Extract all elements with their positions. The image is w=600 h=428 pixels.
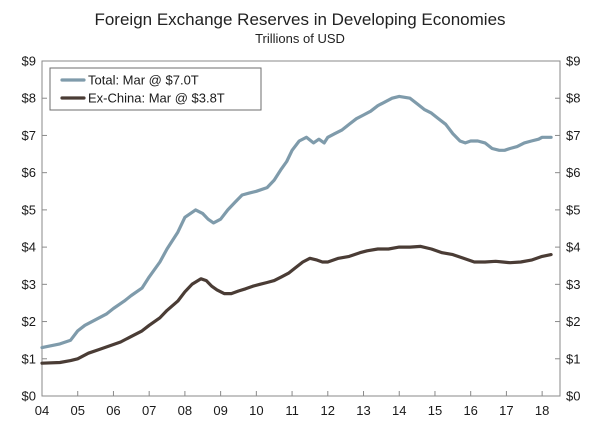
- x-tick-label: 08: [178, 403, 192, 418]
- y-tick-label-left: $9: [22, 54, 36, 69]
- chart-axes: $0 $0 $1 $1 $2 $2 $3 $3 $4 $4 $5 $5 $6 $6 $7 $7 $8 $8 $9 $9…: [22, 54, 581, 419]
- y-tick-label-right: $5: [566, 202, 580, 217]
- x-tick-label: 10: [249, 403, 263, 418]
- x-tick-label: 07: [142, 403, 156, 418]
- x-tick-label: 06: [106, 403, 120, 418]
- chart-subtitle: Trillions of USD: [255, 31, 345, 46]
- y-tick-label-left: $7: [22, 128, 36, 143]
- x-tick-label: 05: [70, 403, 84, 418]
- x-tick-label: 04: [35, 403, 49, 418]
- y-tick-label-left: $4: [22, 240, 36, 255]
- x-tick-label: 17: [499, 403, 513, 418]
- y-tick-label-left: $5: [22, 202, 36, 217]
- legend-box: [49, 67, 262, 111]
- chart-legend: Total: Mar @ $7.0T Ex-China: Mar @ $3.8T: [49, 67, 262, 111]
- series-line-total: [40, 94, 553, 350]
- legend-label: Ex-China: Mar @ $3.8T: [88, 91, 225, 106]
- x-tick-label: 14: [392, 403, 406, 418]
- y-tick-label-right: $6: [566, 165, 580, 180]
- y-tick-label-left: $2: [22, 314, 36, 329]
- y-tick-label-left: $0: [22, 389, 36, 404]
- x-tick-label: 18: [535, 403, 549, 418]
- y-tick-label-right: $9: [566, 54, 580, 69]
- y-tick-label-left: $8: [22, 91, 36, 106]
- series-line-ex-china: [40, 244, 553, 365]
- y-tick-label-right: $2: [566, 314, 580, 329]
- legend-label: Total: Mar @ $7.0T: [88, 73, 199, 88]
- y-tick-label-left: $6: [22, 165, 36, 180]
- y-tick-label-left: $1: [22, 351, 36, 366]
- plot-frame: [41, 60, 561, 397]
- x-tick-label: 09: [213, 403, 227, 418]
- y-tick-label-right: $1: [566, 351, 580, 366]
- x-tick-label: 13: [356, 403, 370, 418]
- x-tick-label: 12: [321, 403, 335, 418]
- x-tick-label: 11: [285, 403, 299, 418]
- y-tick-label-left: $3: [22, 277, 36, 292]
- x-tick-label: 16: [463, 403, 477, 418]
- chart-lines: [40, 94, 553, 365]
- y-tick-label-right: $7: [566, 128, 580, 143]
- chart-title: Foreign Exchange Reserves in Developing …: [94, 10, 506, 29]
- y-tick-label-right: $8: [566, 91, 580, 106]
- x-tick-label: 15: [428, 403, 442, 418]
- y-tick-label-right: $3: [566, 277, 580, 292]
- y-tick-label-right: $0: [566, 389, 580, 404]
- y-tick-label-right: $4: [566, 240, 580, 255]
